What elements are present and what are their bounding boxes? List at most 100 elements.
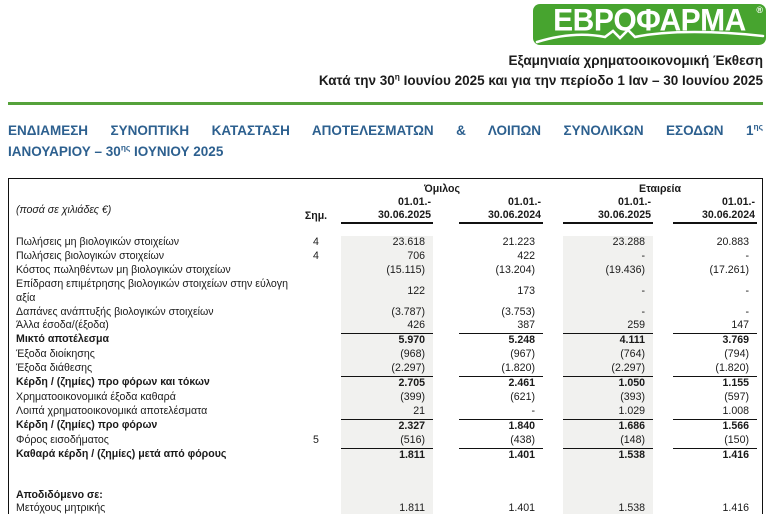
value-omilos-2024 [459,463,543,489]
green-divider-rule [8,102,763,105]
column-spacer [333,419,341,434]
value-omilos-2025: (516) [341,433,433,448]
table-row: Κόστος πωληθέντων μη βιολογικών στοιχείω… [9,263,762,278]
value-etaireia-2025: (2.297) [563,362,653,377]
company-logo-text: ΕΒΡΟΦΑΡΜΑ [553,4,746,38]
column-spacer [433,348,459,362]
value-etaireia-2025: - [563,305,653,320]
value-omilos-2025: 426 [341,319,433,334]
statement-title-line2-text: ΙΑΝΟΥΑΡΙΟΥ – 30 [8,143,121,159]
value-etaireia-2024 [673,489,757,503]
row-label: Καθαρά κέρδη / (ζημίες) μετά από φόρους [16,447,227,460]
column-spacer [333,405,341,419]
table-row [9,462,762,489]
value-omilos-2024: 21.223 [502,236,535,248]
row-label: Έξοδα διοίκησης [16,348,95,361]
value-omilos-2024: (438) [510,433,535,446]
column-spacer [653,319,673,333]
value-omilos-2025 [341,488,433,503]
column-spacer [653,489,673,503]
value-etaireia-2025: 259 [563,319,653,334]
row-label: Κέρδη / (ζημίες) προ φόρων και τόκων [16,376,210,389]
value-etaireia-2024: (1.820) [715,362,749,375]
report-header-line2: Κατά την 30η Ιουνίου 2025 και για την πε… [150,71,763,91]
value-omilos-2025: (15.115) [341,263,433,278]
value-etaireia-2025: 1.050 [563,376,653,391]
value-etaireia-2024: 1.155 [673,376,757,391]
column-spacer [543,463,563,489]
row-note [299,502,333,514]
column-spacer [543,362,563,376]
table-row: Μετόχους μητρικής 1.811 1.401 1.538 1.41… [9,502,762,514]
column-spacer [333,362,341,376]
group-header-spacer [9,182,341,196]
value-etaireia-2025: (393) [563,390,653,405]
statement-title-line2-sup: ης [120,142,131,152]
value-omilos-2024: 173 [517,284,535,297]
column-spacer [433,236,459,250]
column-spacer [333,502,341,514]
column-spacer [653,362,673,376]
row-label: Άλλα έσοδα/(έξοδα) [16,319,109,332]
statement-title-line2: ΙΑΝΟΥΑΡΙΟΥ – 30ης ΙΟΥΝΙΟΥ 2025 [8,142,763,163]
column-spacer [543,391,563,405]
value-omilos-2025 [341,462,433,489]
value-etaireia-2024: 1.416 [673,447,757,463]
value-omilos-2025: 5.970 [341,333,433,349]
column-spacer [543,376,563,391]
table-group-header-row: Όμιλος Εταιρεία [9,182,762,196]
table-row: Πωλήσεις βιολογικών στοιχείων 4 706 422 … [9,249,762,264]
row-note [299,306,333,320]
column-spacer [433,376,459,391]
value-omilos-2025: 1.811 [341,447,433,463]
value-omilos-2025: (399) [341,390,433,405]
table-row: Πωλήσεις μη βιολογικών στοιχείων 4 23.61… [9,236,762,250]
column-spacer [333,264,341,278]
value-omilos-2025: 2.327 [341,418,433,434]
statement-title-line1-sup: ης [753,121,763,132]
column-spacer [433,306,459,320]
row-label: Δαπάνες ανάπτυξής βιολογικών στοιχείων [16,305,214,318]
column-spacer [433,434,459,448]
value-omilos-2024: (3.753) [501,305,535,318]
value-etaireia-2024: (597) [724,390,749,403]
report-header: Εξαμηνιαία χρηματοοικονομική Έκθεση Κατά… [150,51,763,91]
column-spacer [333,434,341,448]
table-row: Έξοδα διοίκησης (968) (967) (764) (794) [9,348,762,363]
table-body: Πωλήσεις μη βιολογικών στοιχείων 4 23.61… [9,236,762,514]
value-etaireia-2025: 1.538 [563,502,653,514]
row-note [299,489,333,503]
value-omilos-2025: (968) [341,348,433,363]
value-omilos-2025: (2.297) [341,362,433,377]
column-spacer [433,463,459,489]
value-omilos-2024: 387 [517,319,535,332]
value-omilos-2024: 422 [517,249,535,262]
value-etaireia-2024: 1.416 [722,502,749,514]
column-spacer [543,502,563,514]
column-spacer [333,489,341,503]
period-header-4: 01.01.- 30.06.2024 [673,196,757,224]
column-spacer [653,376,673,391]
column-spacer [333,236,341,250]
value-etaireia-2024 [673,463,757,489]
value-omilos-2024: (13.204) [495,263,535,276]
column-spacer [333,306,341,320]
value-omilos-2024 [459,489,543,503]
column-spacer [333,319,341,333]
row-note [299,376,333,391]
value-etaireia-2025 [563,488,653,503]
value-omilos-2024: 5.248 [459,333,543,348]
column-spacer [433,391,459,405]
column-spacer [433,278,459,306]
column-spacer [543,434,563,448]
column-spacer [433,489,459,503]
value-omilos-2025: 2.705 [341,376,433,391]
column-spacer [653,419,673,434]
column-spacer [433,319,459,333]
table-row: Φόρος εισοδήματος 5 (516) (438) (148) (1… [9,433,762,448]
column-spacer [543,319,563,333]
column-spacer [653,391,673,405]
value-omilos-2024: 2.461 [459,376,543,391]
row-note [299,419,333,434]
